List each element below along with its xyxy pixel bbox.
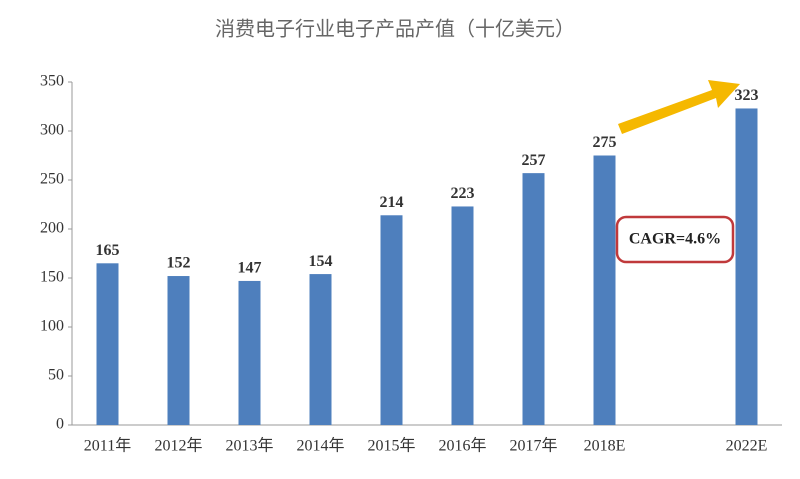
x-tick-label: 2017年 [509, 437, 557, 455]
bar [96, 263, 119, 425]
y-tick-label: 250 [40, 171, 64, 188]
bar [522, 173, 545, 425]
bar [451, 206, 474, 425]
x-tick-label: 2012年 [154, 437, 202, 455]
bar [167, 276, 190, 425]
x-tick-label: 2015年 [367, 437, 415, 455]
value-label: 165 [96, 242, 120, 259]
y-tick-label: 150 [40, 269, 64, 286]
bar [309, 274, 332, 425]
y-tick-label: 350 [40, 73, 64, 90]
value-label: 323 [735, 87, 759, 104]
bar [380, 215, 403, 425]
x-tick-label: 2016年 [438, 437, 486, 455]
y-tick-label: 0 [56, 416, 64, 433]
value-label: 275 [593, 134, 617, 151]
value-label: 152 [167, 255, 191, 272]
annotation-box [615, 215, 735, 264]
value-label: 214 [380, 194, 404, 211]
bar [735, 108, 758, 426]
value-label: 154 [309, 253, 333, 270]
value-label: 223 [451, 185, 475, 202]
bar [238, 280, 261, 425]
x-tick-label: 2011年 [84, 437, 131, 455]
annotation: CAGR=4.6% [629, 231, 721, 248]
y-tick-label: 200 [40, 220, 64, 237]
y-tick-label: 50 [48, 367, 64, 384]
x-tick-label: 2013年 [225, 437, 273, 455]
trend-arrow [618, 80, 740, 134]
value-label: 147 [238, 260, 262, 277]
x-tick-label: 2022E [726, 438, 768, 455]
y-tick-label: 300 [40, 122, 64, 139]
x-tick-label: 2018E [584, 438, 626, 455]
bar [593, 155, 616, 425]
y-tick-label: 100 [40, 318, 64, 335]
chart-title: 消费电子行业电子产品产值（十亿美元） [215, 17, 575, 41]
value-label: 257 [522, 152, 546, 169]
x-tick-label: 2014年 [296, 437, 344, 455]
